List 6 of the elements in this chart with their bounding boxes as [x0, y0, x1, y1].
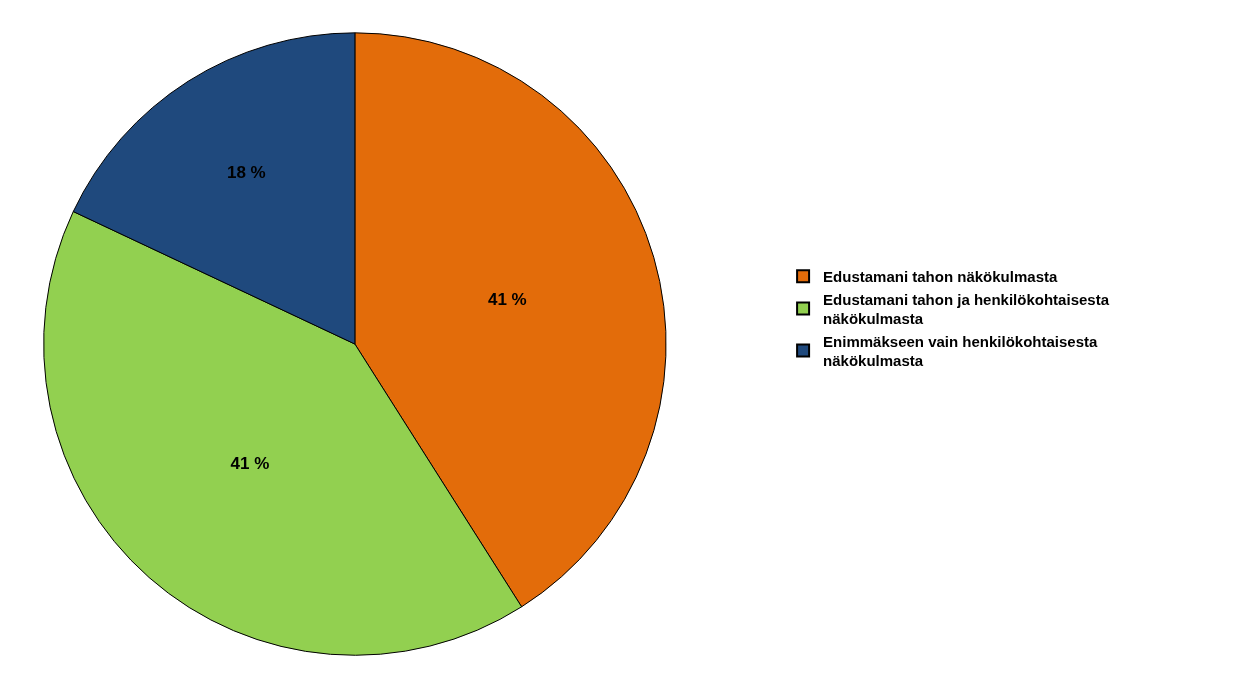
legend-label: Enimmäkseen vain henkilökohtaisesta näkökulmasta	[823, 332, 1099, 370]
data-label: 41 %	[487, 290, 527, 310]
legend-label: Edustamani tahon näkökulmasta	[823, 268, 1058, 286]
legend-label: Edustamani tahon ja henkilökohtaisesta näkökulmasta	[823, 290, 1110, 328]
data-label: 18 %	[226, 163, 266, 183]
data-label: 41 %	[230, 453, 270, 473]
